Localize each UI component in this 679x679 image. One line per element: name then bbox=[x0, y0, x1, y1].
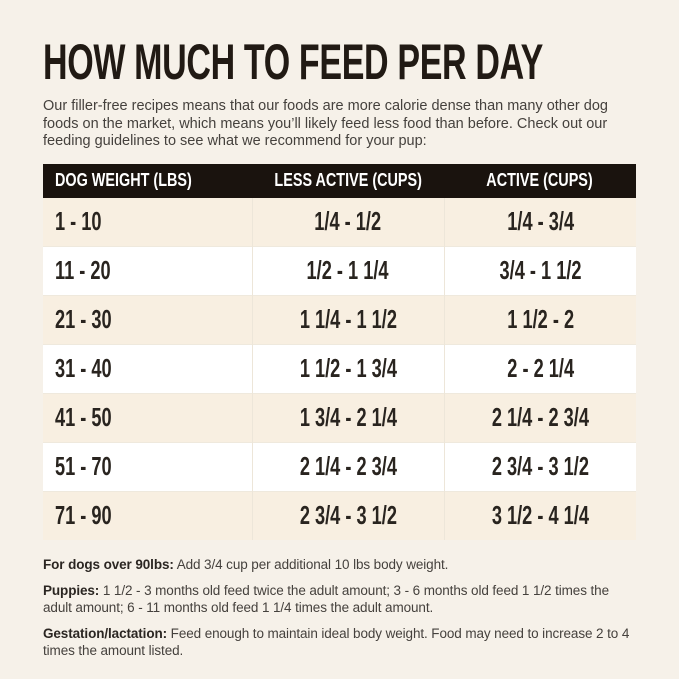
cell-less-active: 1/4 - 1/2 bbox=[251, 197, 444, 247]
cell-weight: 21 - 30 bbox=[43, 294, 252, 345]
cell-active-text: 2 3/4 - 3 1/2 bbox=[491, 451, 589, 482]
note-text: Feed enough to maintain ideal body weigh… bbox=[43, 625, 630, 658]
column-header-less-active: LESS ACTIVE (CUPS) bbox=[252, 163, 444, 198]
cell-active: 3/4 - 1 1/2 bbox=[443, 245, 636, 296]
note-puppies: Puppies: 1 1/2 - 3 months old feed twice… bbox=[43, 582, 636, 616]
note-label: For dogs over 90lbs: bbox=[43, 556, 174, 572]
table-row: 51 - 70 2 1/4 - 2 3/4 2 3/4 - 3 1/2 bbox=[43, 441, 636, 492]
cell-weight: 71 - 90 bbox=[43, 490, 252, 540]
cell-weight-text: 11 - 20 bbox=[55, 255, 111, 286]
note-label: Puppies: bbox=[43, 582, 100, 598]
table-row: 1 - 10 1/4 - 1/2 1/4 - 3/4 bbox=[43, 197, 636, 247]
page-title: HOW MUCH TO FEED PER DAY bbox=[43, 36, 636, 88]
column-header-less-active-text: LESS ACTIVE (CUPS) bbox=[274, 170, 422, 191]
intro-paragraph: Our filler-free recipes means that our f… bbox=[43, 98, 608, 150]
cell-weight-text: 1 - 10 bbox=[55, 206, 102, 237]
cell-weight: 11 - 20 bbox=[43, 245, 252, 296]
cell-weight: 51 - 70 bbox=[43, 441, 252, 492]
cell-active: 1 1/2 - 2 bbox=[443, 294, 636, 345]
cell-active-text: 2 1/4 - 2 3/4 bbox=[491, 402, 589, 433]
cell-less-active-text: 2 1/4 - 2 3/4 bbox=[299, 451, 397, 482]
page-title-text: HOW MUCH TO FEED PER DAY bbox=[43, 34, 544, 90]
cell-active: 2 - 2 1/4 bbox=[443, 343, 636, 394]
cell-active: 2 3/4 - 3 1/2 bbox=[443, 441, 636, 492]
notes-section: For dogs over 90lbs: Add 3/4 cup per add… bbox=[43, 556, 636, 659]
cell-less-active: 2 3/4 - 3 1/2 bbox=[251, 490, 444, 540]
table-row: 41 - 50 1 3/4 - 2 1/4 2 1/4 - 2 3/4 bbox=[43, 392, 636, 443]
cell-weight-text: 51 - 70 bbox=[55, 451, 112, 482]
cell-weight-text: 21 - 30 bbox=[55, 304, 112, 335]
cell-less-active: 1/2 - 1 1/4 bbox=[251, 245, 444, 296]
note-gestation-lactation: Gestation/lactation: Feed enough to main… bbox=[43, 625, 636, 659]
feeding-table: DOG WEIGHT (LBS) LESS ACTIVE (CUPS) ACTI… bbox=[43, 163, 636, 540]
cell-active: 2 1/4 - 2 3/4 bbox=[443, 392, 636, 443]
cell-active-text: 2 - 2 1/4 bbox=[506, 353, 574, 384]
cell-less-active: 1 1/4 - 1 1/2 bbox=[251, 294, 444, 345]
column-header-active: ACTIVE (CUPS) bbox=[444, 163, 636, 198]
cell-active-text: 1/4 - 3/4 bbox=[506, 206, 574, 237]
cell-weight: 41 - 50 bbox=[43, 392, 252, 443]
cell-less-active-text: 1 1/4 - 1 1/2 bbox=[299, 304, 397, 335]
cell-weight-text: 71 - 90 bbox=[55, 500, 112, 531]
column-header-dog-weight-text: DOG WEIGHT (LBS) bbox=[55, 170, 192, 191]
note-over-90lbs: For dogs over 90lbs: Add 3/4 cup per add… bbox=[43, 556, 636, 573]
cell-weight-text: 41 - 50 bbox=[55, 402, 112, 433]
cell-weight: 1 - 10 bbox=[43, 198, 252, 247]
table-row: 21 - 30 1 1/4 - 1 1/2 1 1/2 - 2 bbox=[43, 294, 636, 345]
cell-less-active: 1 3/4 - 2 1/4 bbox=[251, 392, 444, 443]
cell-less-active-text: 1 3/4 - 2 1/4 bbox=[299, 402, 397, 433]
column-header-dog-weight: DOG WEIGHT (LBS) bbox=[43, 163, 252, 198]
table-row: 11 - 20 1/2 - 1 1/4 3/4 - 1 1/2 bbox=[43, 245, 636, 296]
table-row: 31 - 40 1 1/2 - 1 3/4 2 - 2 1/4 bbox=[43, 343, 636, 394]
cell-weight: 31 - 40 bbox=[43, 343, 252, 394]
cell-active-text: 1 1/2 - 2 bbox=[506, 304, 574, 335]
cell-less-active-text: 2 3/4 - 3 1/2 bbox=[299, 500, 397, 531]
note-label: Gestation/lactation: bbox=[43, 625, 168, 641]
table-row: 71 - 90 2 3/4 - 3 1/2 3 1/2 - 4 1/4 bbox=[43, 490, 636, 540]
cell-active-text: 3/4 - 1 1/2 bbox=[499, 255, 582, 286]
note-text: Add 3/4 cup per additional 10 lbs body w… bbox=[176, 556, 449, 572]
table-header-row: DOG WEIGHT (LBS) LESS ACTIVE (CUPS) ACTI… bbox=[43, 163, 636, 198]
cell-active-text: 3 1/2 - 4 1/4 bbox=[491, 500, 589, 531]
cell-active: 3 1/2 - 4 1/4 bbox=[443, 490, 636, 540]
cell-weight-text: 31 - 40 bbox=[55, 353, 112, 384]
note-text: 1 1/2 - 3 months old feed twice the adul… bbox=[43, 582, 609, 615]
cell-less-active-text: 1/2 - 1 1/4 bbox=[307, 255, 389, 286]
cell-active: 1/4 - 3/4 bbox=[443, 197, 636, 247]
cell-less-active-text: 1 1/2 - 1 3/4 bbox=[299, 353, 397, 384]
column-header-active-text: ACTIVE (CUPS) bbox=[486, 170, 594, 191]
cell-less-active: 1 1/2 - 1 3/4 bbox=[251, 343, 444, 394]
cell-less-active: 2 1/4 - 2 3/4 bbox=[251, 441, 444, 492]
cell-less-active-text: 1/4 - 1/2 bbox=[314, 206, 382, 237]
